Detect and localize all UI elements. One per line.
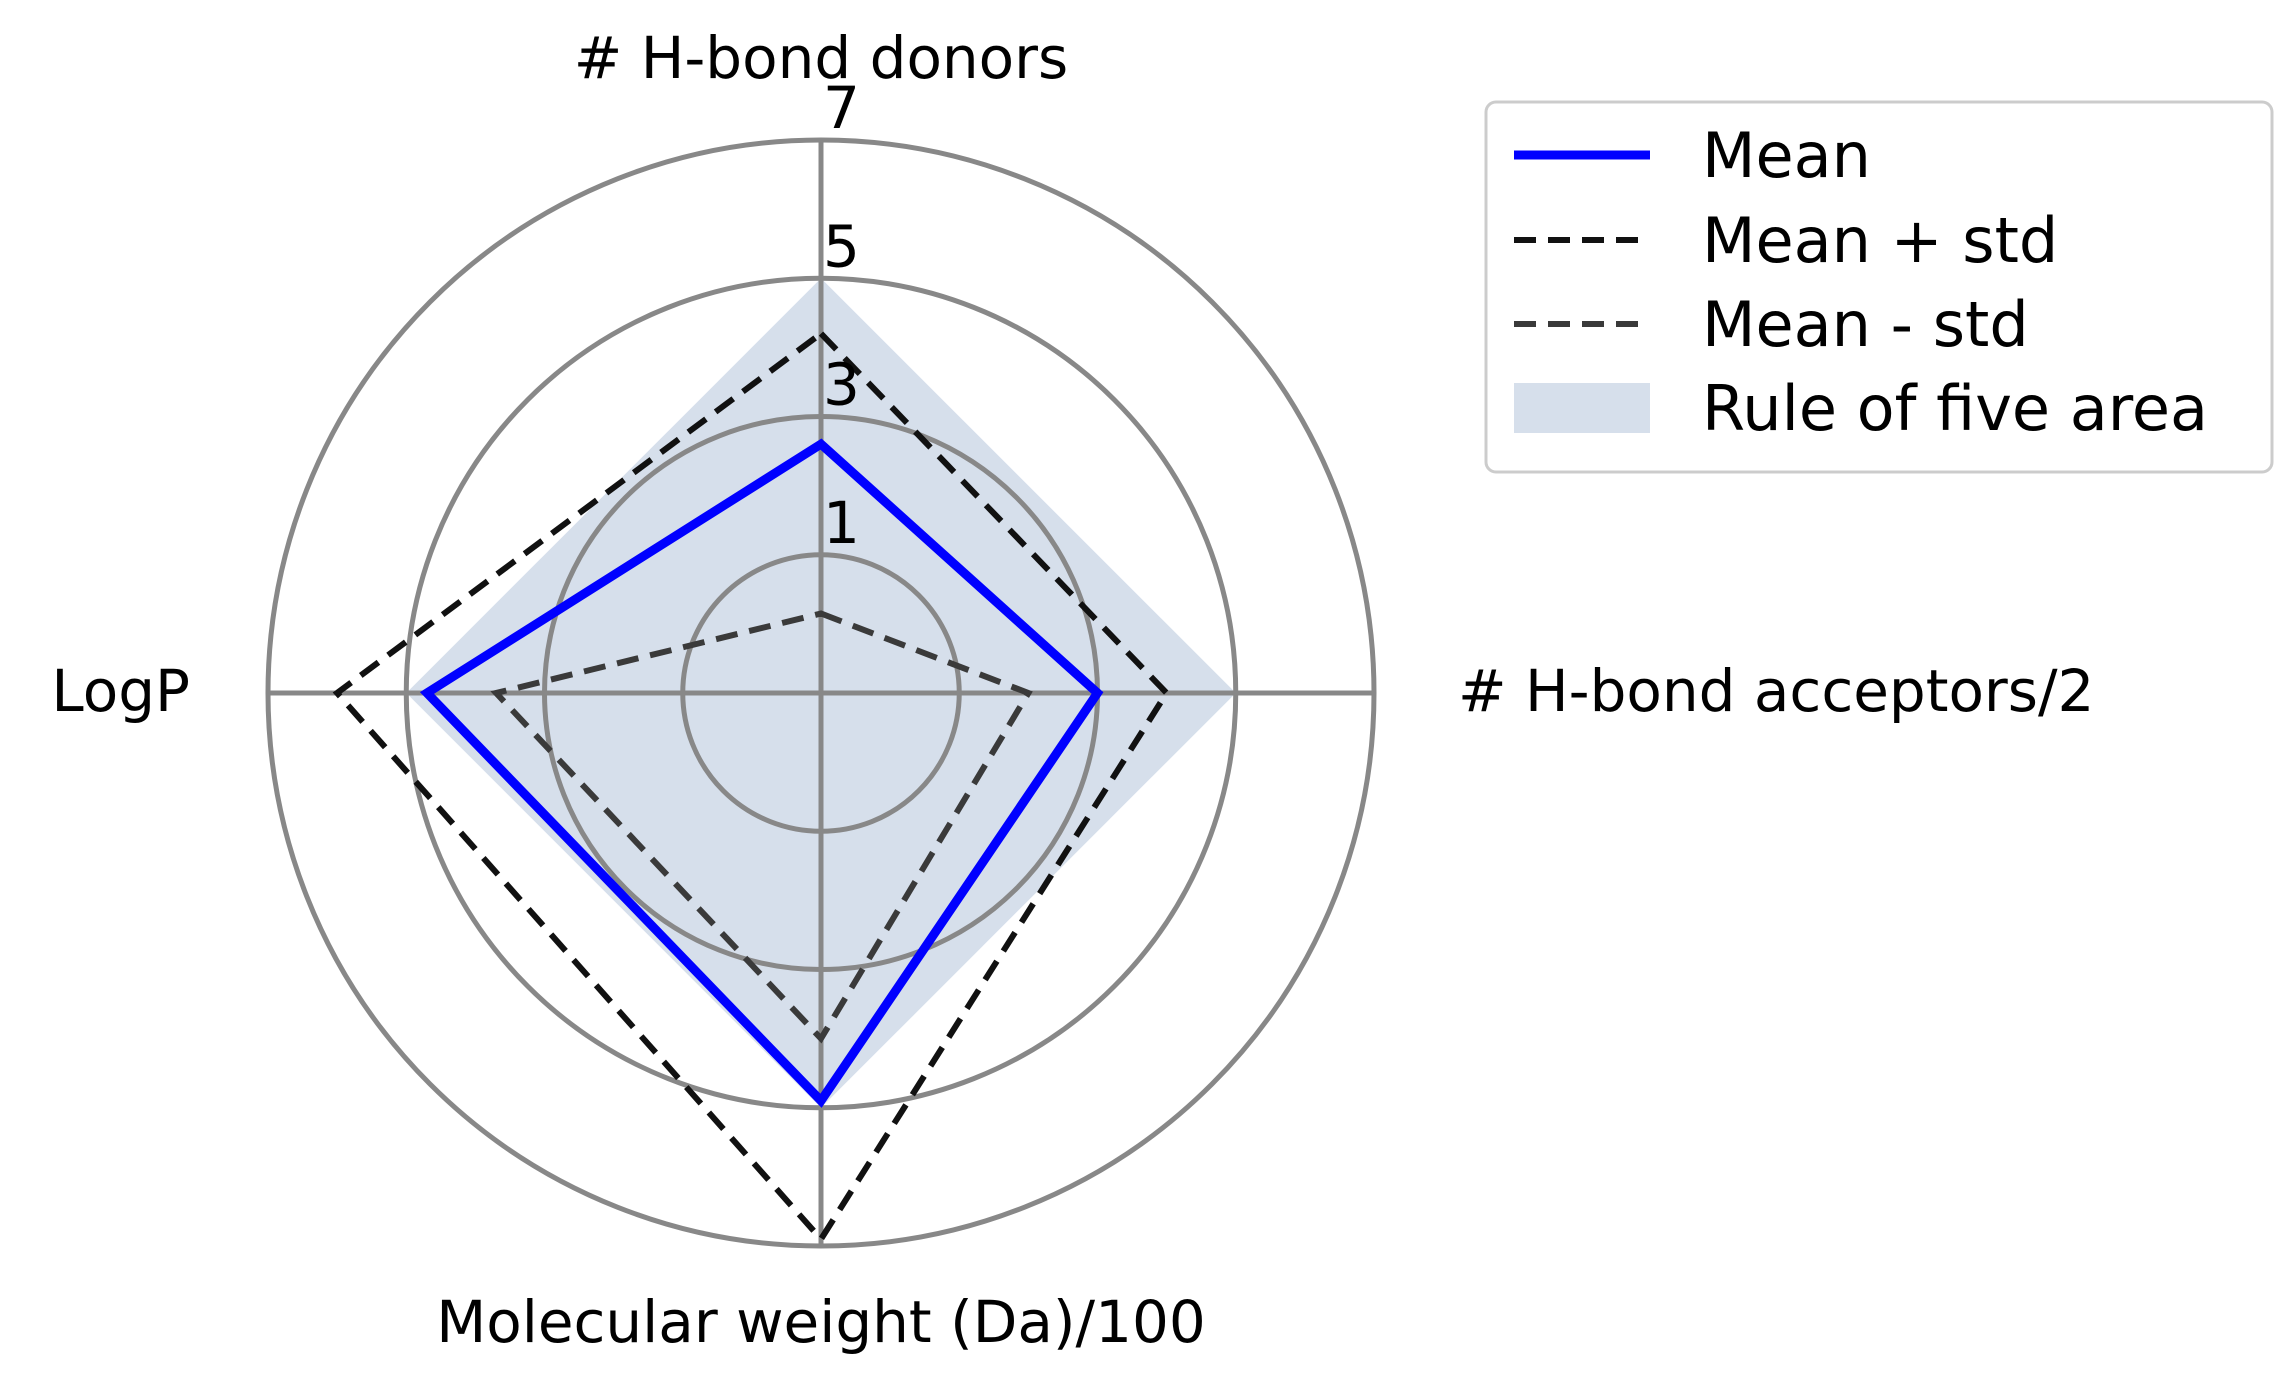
- axis-label-2: Molecular weight (Da)/100: [436, 1288, 1206, 1356]
- tick-label-5: 5: [823, 212, 860, 280]
- legend-swatch-3: [1514, 383, 1650, 433]
- legend: Mean Mean + std Mean - std Rule of five are…: [1486, 102, 2272, 472]
- tick-label-1: 1: [823, 489, 860, 557]
- axis-label-3: LogP: [51, 657, 190, 725]
- legend-label-3: Rule of five area: [1702, 372, 2208, 445]
- legend-label-1: Mean + std: [1702, 204, 2058, 277]
- tick-label-3: 3: [823, 351, 860, 419]
- axis-label-0: # H-bond donors: [574, 24, 1069, 92]
- legend-label-0: Mean: [1702, 119, 1871, 192]
- legend-label-2: Mean - std: [1702, 288, 2029, 361]
- axis-label-1: # H-bond acceptors/2: [1458, 657, 2094, 725]
